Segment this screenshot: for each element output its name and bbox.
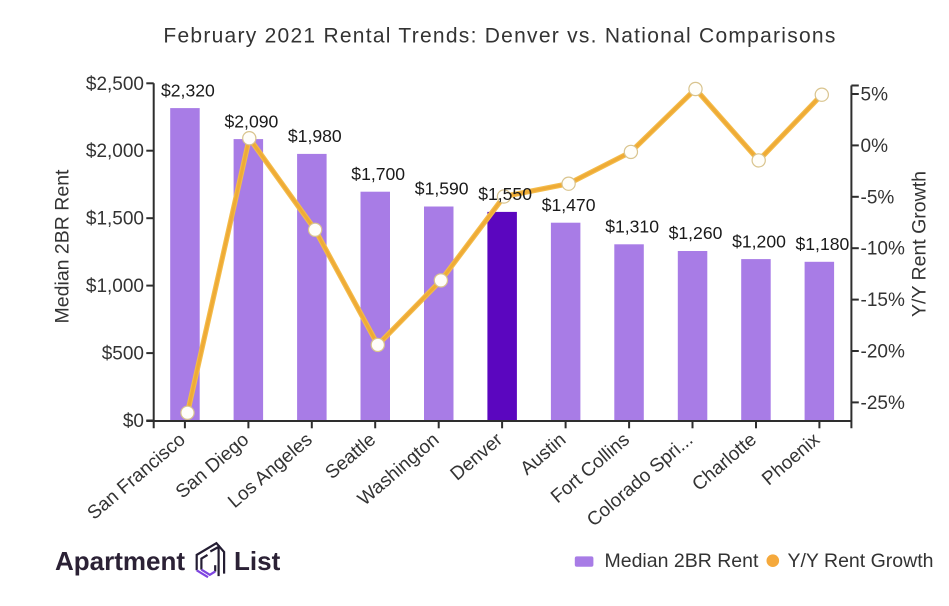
svg-text:List: List — [234, 546, 281, 576]
svg-text:$0: $0 — [123, 411, 144, 432]
svg-text:Apartment: Apartment — [55, 546, 185, 576]
svg-text:$2,000: $2,000 — [86, 141, 144, 162]
svg-text:$1,180: $1,180 — [795, 234, 849, 254]
svg-text:$1,260: $1,260 — [669, 223, 723, 243]
svg-text:$500: $500 — [102, 344, 144, 365]
svg-text:$1,470: $1,470 — [542, 195, 596, 215]
svg-text:$1,200: $1,200 — [732, 231, 786, 251]
svg-text:-5%: -5% — [861, 187, 895, 208]
svg-text:February 2021 Rental Trends: D: February 2021 Rental Trends: Denver vs. … — [163, 25, 836, 48]
svg-text:Y/Y Rent Growth: Y/Y Rent Growth — [909, 171, 931, 317]
svg-text:-15%: -15% — [861, 290, 905, 311]
svg-text:$1,310: $1,310 — [605, 217, 659, 237]
svg-text:Median 2BR Rent: Median 2BR Rent — [605, 550, 759, 572]
svg-text:-20%: -20% — [861, 342, 905, 363]
svg-text:$1,550: $1,550 — [478, 184, 532, 204]
svg-text:$2,500: $2,500 — [86, 74, 144, 95]
svg-text:$1,500: $1,500 — [86, 209, 144, 230]
svg-text:Median 2BR Rent: Median 2BR Rent — [52, 169, 74, 323]
svg-text:-10%: -10% — [861, 239, 905, 260]
svg-text:$2,320: $2,320 — [161, 80, 215, 100]
svg-text:-25%: -25% — [861, 393, 905, 414]
svg-text:$1,700: $1,700 — [351, 164, 405, 184]
svg-text:5%: 5% — [861, 85, 889, 106]
svg-text:$2,090: $2,090 — [224, 111, 278, 131]
svg-text:Y/Y Rent Growth: Y/Y Rent Growth — [788, 550, 934, 572]
svg-text:$1,980: $1,980 — [288, 126, 342, 146]
svg-text:$1,000: $1,000 — [86, 276, 144, 297]
svg-text:$1,590: $1,590 — [415, 179, 469, 199]
svg-text:0%: 0% — [861, 136, 889, 157]
